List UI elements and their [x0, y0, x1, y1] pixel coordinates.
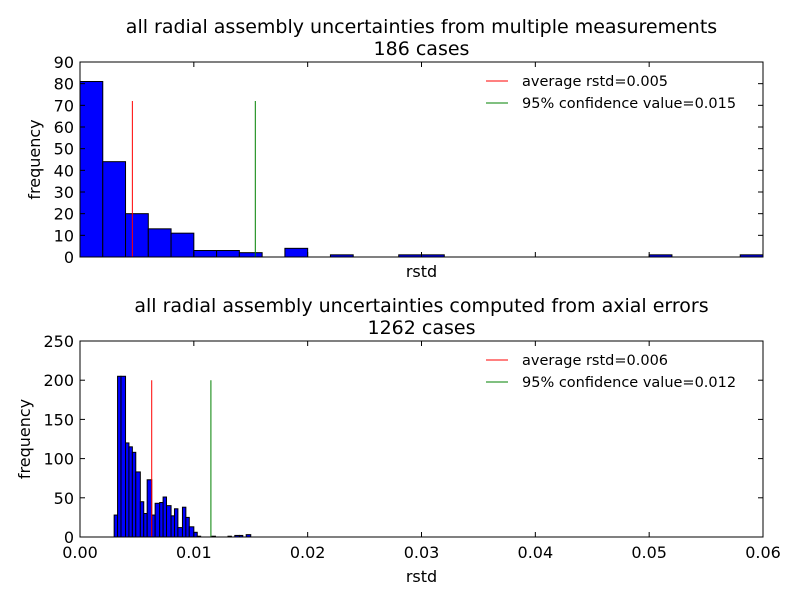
histogram-bar: [177, 527, 183, 538]
histogram-bar: [284, 247, 309, 258]
y-tick-label: 20: [54, 205, 74, 224]
legend: average rstd=0.005 95% confidence value=0…: [486, 74, 736, 112]
chart-subtitle: 186 cases: [374, 38, 470, 60]
chart-panel-1: all radial assembly uncertainties from m…: [25, 16, 764, 281]
legend-label: 95% confidence value=0.015: [522, 96, 736, 112]
legend: average rstd=0.006 95% confidence value=0…: [486, 353, 736, 391]
y-tick-label: 200: [43, 371, 74, 390]
histogram-bar: [143, 512, 148, 538]
y-axis-label: frequency: [15, 399, 34, 479]
legend-label: 95% confidence value=0.012: [522, 375, 736, 391]
histogram-bar: [162, 496, 168, 538]
histogram-bar: [79, 81, 104, 258]
y-tick-label: 80: [54, 75, 74, 94]
histogram-bar: [128, 446, 133, 538]
histogram-bar: [135, 471, 141, 538]
y-tick-label: 100: [43, 450, 74, 469]
histogram-bar: [147, 228, 172, 258]
y-tick-label: 0: [64, 528, 74, 547]
x-tick-label: 0.06: [745, 543, 781, 562]
x-tick-label: 0.04: [518, 543, 554, 562]
y-tick-label: 60: [54, 118, 74, 137]
histogram-bar: [193, 531, 198, 538]
histogram-bar: [170, 515, 175, 538]
histogram-bar: [188, 526, 195, 538]
histogram-bar: [159, 502, 164, 538]
plot-frame: [79, 61, 764, 258]
histogram-bar: [173, 508, 179, 538]
histogram-bar: [193, 250, 218, 258]
y-tick-label: 50: [54, 140, 74, 159]
histogram-bar: [125, 213, 149, 258]
y-tick-label: 90: [54, 53, 74, 72]
x-tick-label: 0.01: [176, 543, 212, 562]
histogram-bar: [170, 232, 195, 258]
chart-subtitle: 1262 cases: [368, 317, 476, 339]
y-tick-label: 70: [54, 96, 74, 115]
y-tick-label: 10: [54, 226, 74, 245]
y-axis-label: frequency: [25, 119, 44, 199]
histogram-bar: [139, 501, 145, 538]
chart-title: all radial assembly uncertainties comput…: [134, 295, 708, 317]
histogram-bar: [181, 506, 187, 538]
y-tick-label: 250: [43, 332, 74, 351]
x-tick-label: 0.03: [404, 543, 440, 562]
histogram-bar: [131, 451, 137, 538]
histogram-bar: [102, 161, 127, 258]
x-axis-label: rstd: [406, 567, 437, 586]
histogram-bar: [151, 514, 156, 538]
x-tick-label: 0.02: [290, 543, 326, 562]
y-tick-label: 30: [54, 183, 74, 202]
histogram-bar: [154, 502, 161, 538]
histogram-bar: [125, 442, 130, 538]
histogram-bar: [113, 514, 119, 538]
y-tick-label: 40: [54, 161, 74, 180]
histogram-bar: [146, 479, 153, 538]
plot-frame: [79, 340, 764, 538]
x-tick-label: 0.00: [62, 543, 98, 562]
histogram-bar: [238, 252, 263, 258]
y-tick-label: 0: [64, 248, 74, 267]
x-tick-label: 0.05: [631, 543, 667, 562]
y-tick-label: 50: [54, 489, 74, 508]
histogram-bar: [216, 250, 240, 258]
y-tick-label: 150: [43, 410, 74, 429]
chart-title: all radial assembly uncertainties from m…: [126, 16, 717, 38]
histogram-bar: [185, 516, 190, 538]
histogram-bar: [166, 505, 172, 538]
chart-panel-2: all radial assembly uncertainties comput…: [15, 295, 781, 586]
x-axis-label: rstd: [406, 262, 437, 281]
legend-label: average rstd=0.005: [522, 74, 668, 90]
legend-label: average rstd=0.006: [522, 353, 668, 369]
histogram-bar: [117, 375, 122, 538]
histogram-bar: [120, 375, 127, 538]
